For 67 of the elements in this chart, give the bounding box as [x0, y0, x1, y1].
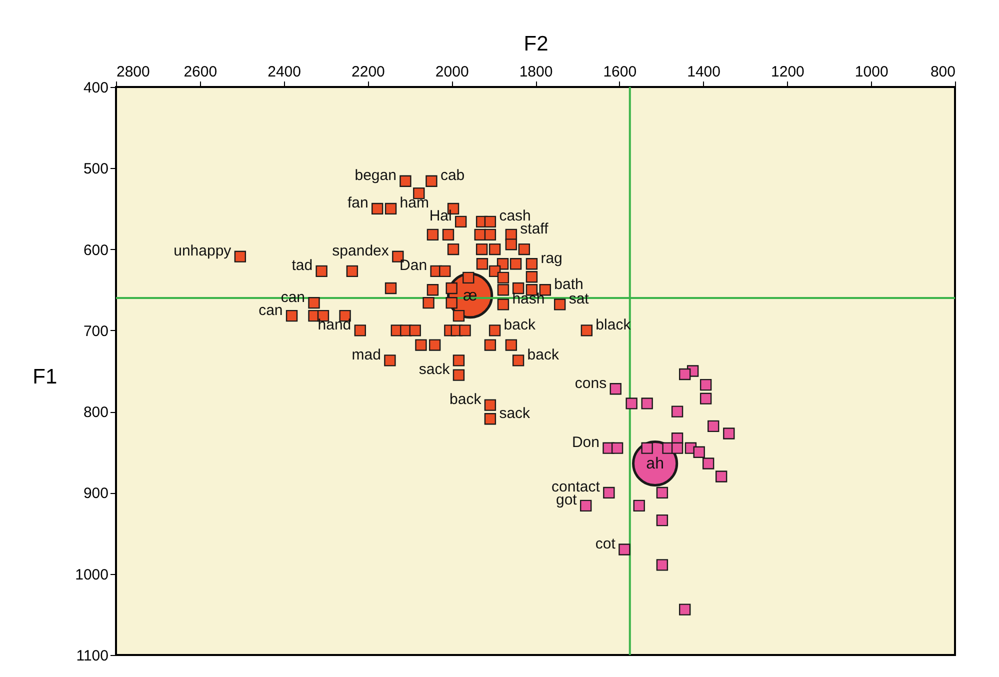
annotation: back [504, 316, 536, 334]
annotation: back [527, 346, 560, 364]
series-label: ah [646, 456, 664, 473]
annotation: sack [499, 404, 531, 422]
point [723, 428, 735, 440]
y-tick-label: 900 [83, 485, 108, 502]
annotation: back [450, 391, 482, 408]
y-tick-label: 700 [83, 322, 108, 340]
y-tick-label: 600 [83, 242, 108, 259]
y-tick-label: 400 [83, 80, 108, 96]
point [656, 514, 668, 526]
annotation: cot [595, 536, 616, 553]
annotation: cab [440, 167, 465, 184]
annotation: spandex [332, 242, 390, 260]
x-tick-label: 2600 [184, 64, 218, 80]
point [580, 500, 592, 512]
x-tick-label: 2400 [268, 64, 301, 80]
point [656, 559, 668, 571]
y-tick-label: 500 [83, 160, 108, 178]
point [611, 442, 624, 454]
x-tick-label: 1200 [771, 64, 804, 80]
annotation: began [354, 167, 396, 184]
annotation: Don [572, 434, 600, 452]
y-tick-label: 800 [83, 404, 108, 422]
annotation: can [258, 302, 283, 319]
point [702, 458, 714, 470]
x-tick-label: 2800 [116, 64, 150, 80]
x-tick-label: 1000 [854, 64, 888, 80]
x-tick-label: 1600 [603, 64, 637, 80]
point [603, 486, 615, 499]
x-tick-label: 1400 [687, 64, 720, 80]
annotation: sack [418, 361, 450, 378]
point [671, 442, 684, 454]
point [610, 383, 622, 395]
annotation: mad [352, 346, 381, 364]
y-tick-label: 1100 [76, 648, 108, 664]
annotation: Hal [429, 208, 452, 225]
annotation: Dan [400, 257, 428, 274]
annotation: bath [554, 276, 584, 293]
y-axis-title: F1 [32, 366, 58, 388]
x-tick-label: 800 [930, 64, 956, 80]
point [656, 486, 668, 499]
x-tick-label: 1800 [519, 64, 553, 80]
annotation: fan [347, 194, 368, 212]
point [626, 398, 638, 410]
point [708, 420, 720, 432]
x-tick-label: 2200 [352, 64, 385, 80]
annotation: ham [400, 194, 429, 212]
x-tick-label: 2000 [435, 64, 469, 80]
point [715, 470, 728, 482]
annotation: rag [540, 250, 562, 267]
point [671, 406, 684, 418]
point [679, 368, 691, 380]
point [700, 392, 712, 404]
y-tick-label: 1000 [75, 566, 108, 584]
annotation: tad [292, 257, 313, 274]
point [618, 544, 630, 556]
point [641, 442, 653, 454]
point [641, 398, 653, 410]
point [633, 500, 645, 512]
annotation: cons [574, 374, 607, 392]
point [693, 446, 705, 458]
x-axis-title: F2 [524, 32, 548, 56]
point [700, 378, 712, 391]
point [679, 604, 691, 616]
annotation: hand [318, 316, 352, 334]
annotation: unhappy [174, 242, 232, 260]
